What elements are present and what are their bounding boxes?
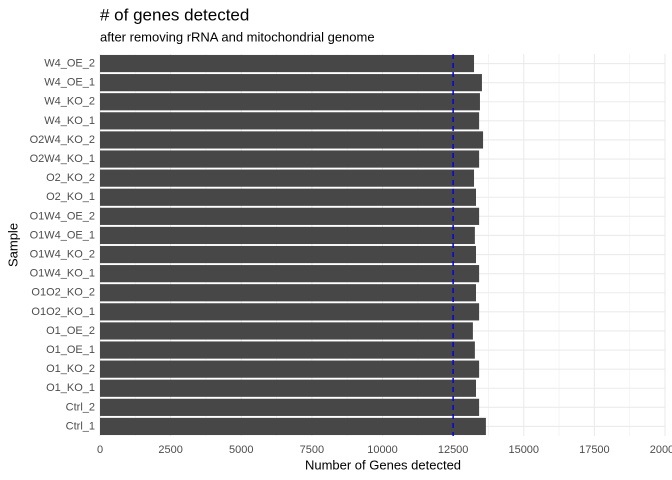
bar (100, 150, 480, 168)
bar (100, 360, 480, 378)
x-tick-label: 15000 (508, 444, 539, 456)
y-tick-label: Ctrl_1 (66, 420, 95, 432)
x-axis-title: Number of Genes detected (305, 457, 461, 472)
y-tick-label: W4_KO_1 (44, 115, 95, 127)
chart-title: # of genes detected (100, 5, 249, 24)
y-tick-label: O1W4_KO_1 (30, 268, 95, 280)
bar (100, 226, 475, 245)
x-tick-label: 12500 (438, 444, 469, 456)
x-tick-label: 5000 (229, 444, 253, 456)
bar (100, 265, 480, 283)
bar (100, 74, 482, 92)
y-tick-label: O1W4_OE_1 (30, 229, 95, 241)
chart-subtitle: after removing rRNA and mitochondrial ge… (100, 29, 375, 44)
bar (100, 54, 475, 73)
bar (100, 169, 475, 187)
x-tick-label: 0 (97, 444, 103, 456)
bar (100, 245, 477, 264)
y-tick-label: O1W4_OE_2 (30, 210, 95, 222)
x-tick-label: 20000 (650, 444, 672, 456)
y-tick-label: O1_KO_1 (46, 382, 95, 394)
bar (100, 93, 480, 111)
y-tick-label: O1_OE_1 (46, 344, 95, 356)
y-tick-label: O1O2_KO_1 (31, 306, 95, 318)
y-tick-label: O2_KO_2 (46, 172, 95, 184)
y-tick-label: O1O2_KO_2 (31, 287, 95, 299)
x-tick-label: 2500 (158, 444, 182, 456)
bar (100, 131, 484, 149)
bar (100, 207, 480, 225)
y-tick-label: O2_KO_1 (46, 191, 95, 203)
bar (100, 379, 477, 397)
bar (100, 398, 480, 416)
y-tick-label: O1_KO_2 (46, 363, 95, 375)
y-axis-title: Sample (5, 223, 20, 267)
bar (100, 188, 477, 206)
bar (100, 417, 486, 436)
x-tick-label: 7500 (300, 444, 324, 456)
y-tick-label: W4_OE_2 (44, 57, 95, 69)
y-tick-label: W4_OE_1 (44, 77, 95, 89)
bar (100, 341, 475, 359)
y-tick-label: O1_OE_2 (46, 325, 95, 337)
bar (100, 303, 480, 321)
bar (100, 112, 480, 130)
y-tick-label: O1W4_KO_2 (30, 248, 95, 260)
y-tick-label: O2W4_KO_2 (30, 134, 95, 146)
x-tick-label: 17500 (579, 444, 610, 456)
y-tick-label: Ctrl_2 (66, 401, 95, 413)
y-tick-label: W4_KO_2 (44, 96, 95, 108)
bar (100, 284, 477, 302)
x-tick-label: 10000 (367, 444, 398, 456)
bar (100, 322, 473, 340)
y-tick-label: O2W4_KO_1 (30, 153, 95, 165)
